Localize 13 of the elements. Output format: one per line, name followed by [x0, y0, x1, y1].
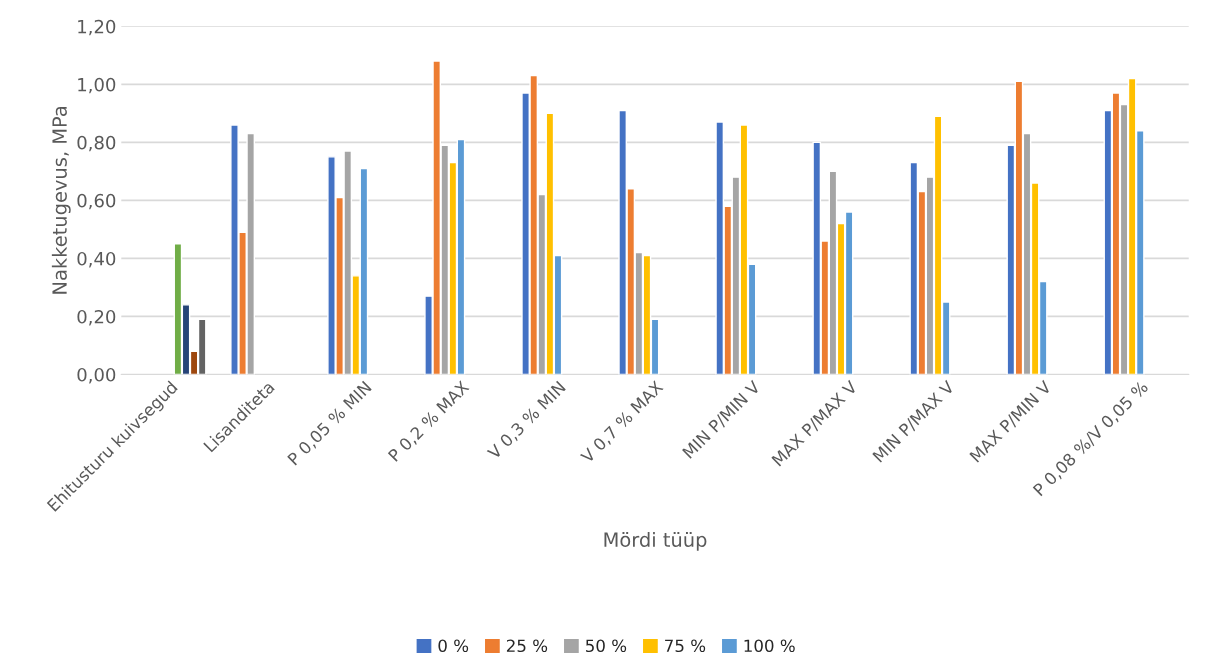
legend-label: 75 % — [665, 639, 706, 653]
y-tick-label: 1,20 — [78, 19, 116, 36]
legend-label: 0 % — [438, 639, 469, 653]
y-axis-title: Nakketugevus, MPa — [51, 106, 71, 294]
y-tick-label: 0,40 — [77, 251, 116, 268]
y-tick-label: 1,00 — [78, 77, 116, 94]
y-tick-label: 0,20 — [77, 309, 116, 326]
y-tick-label: 0,60 — [77, 193, 116, 210]
legend-label: 25 % — [506, 639, 548, 653]
legend-label: 50 % — [586, 639, 627, 653]
y-tick-label: 0,80 — [77, 135, 116, 152]
x-axis-title: Mördi tüüp — [604, 531, 707, 551]
legend-label: 100 % — [744, 639, 795, 653]
